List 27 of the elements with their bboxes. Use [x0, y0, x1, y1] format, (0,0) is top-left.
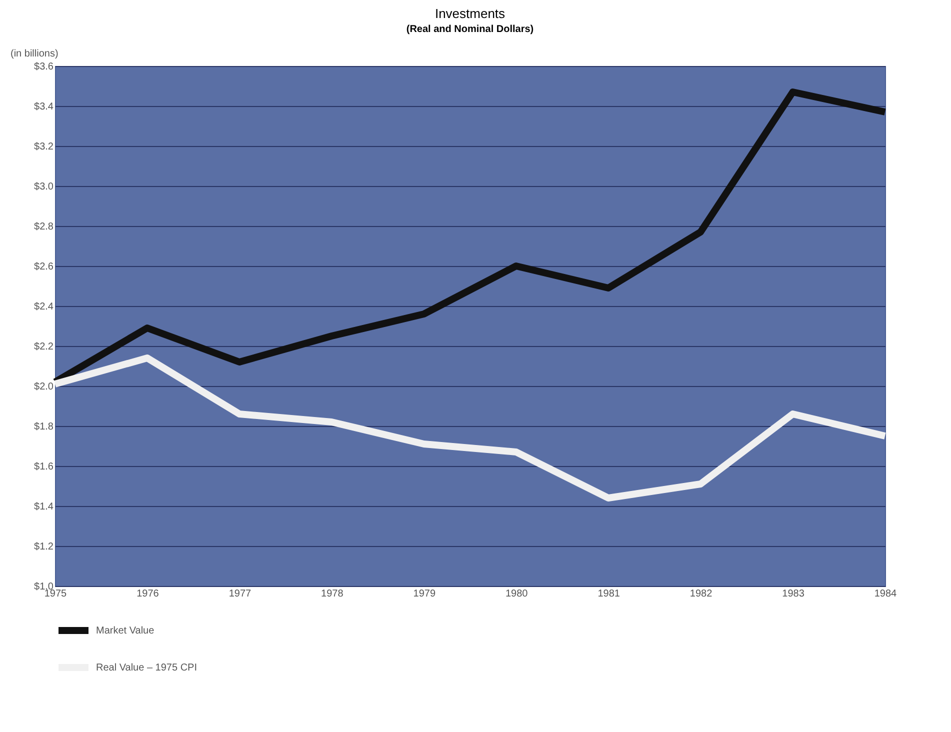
chart-title: Investments — [434, 6, 506, 21]
y-tick-label: $3.6 — [34, 62, 54, 72]
y-tick-label: $1.6 — [34, 462, 54, 472]
y-tick-label: $1.2 — [34, 542, 54, 552]
y-axis-title: (in billions) — [10, 48, 58, 60]
legend-label: Market Value — [96, 626, 155, 636]
x-tick-label: 1977 — [228, 588, 252, 600]
chart-subtitle: (Real and Nominal Dollars) — [406, 24, 534, 35]
x-tick-label: 1979 — [413, 588, 436, 600]
y-tick-label: $3.0 — [34, 182, 54, 192]
y-tick-label: $1.4 — [34, 502, 54, 512]
x-tick-label: 1976 — [136, 588, 160, 600]
y-tick-label: $2.6 — [34, 262, 54, 272]
x-tick-label: 1984 — [874, 588, 898, 600]
y-tick-label: $2.2 — [34, 342, 54, 352]
x-tick-label: 1981 — [598, 588, 620, 600]
y-tick-label: $2.0 — [34, 382, 54, 392]
y-tick-label: $3.2 — [34, 142, 54, 152]
x-tick-label: 1982 — [690, 588, 713, 600]
x-tick-label: 1978 — [321, 588, 344, 600]
y-tick-label: $1.8 — [34, 422, 54, 432]
x-tick-label: 1983 — [782, 588, 805, 600]
x-tick-label: 1980 — [505, 588, 528, 600]
y-tick-label: $2.4 — [34, 302, 54, 312]
y-tick-label: $3.4 — [34, 102, 54, 112]
y-tick-label: $2.8 — [34, 222, 54, 232]
legend-label: Real Value – 1975 CPI — [96, 662, 197, 674]
